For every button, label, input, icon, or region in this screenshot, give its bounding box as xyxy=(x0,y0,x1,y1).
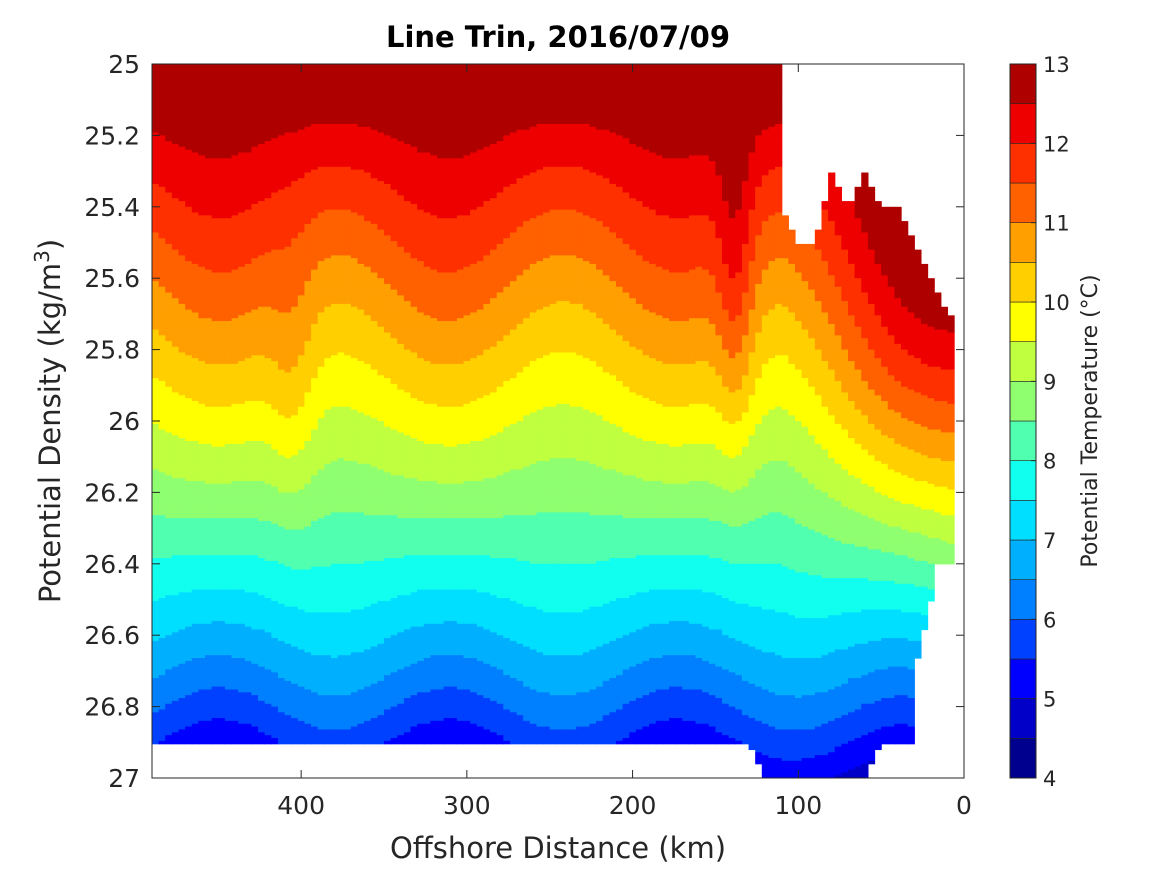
contour-cell xyxy=(159,741,166,744)
contour-cell xyxy=(179,741,186,744)
contour-cell xyxy=(251,741,258,744)
contour-cell xyxy=(278,741,285,744)
contour-cell xyxy=(198,741,205,744)
contour-cell xyxy=(192,741,199,744)
contour-cell xyxy=(265,741,272,744)
contour-cell xyxy=(152,741,159,744)
contour-cell xyxy=(238,741,245,744)
contour-cell xyxy=(225,741,232,744)
contour-cell xyxy=(172,741,179,744)
contour-cell xyxy=(165,741,172,744)
contour-cell xyxy=(185,741,192,744)
contour-cell xyxy=(258,741,265,744)
contour-cell xyxy=(271,741,278,744)
contour-cell xyxy=(212,741,219,744)
contour-cell xyxy=(232,741,239,744)
contour-cell xyxy=(205,741,212,744)
chart-title: Line Trin, 2016/07/09 xyxy=(386,20,730,54)
contour-cell xyxy=(245,741,252,744)
plot-area: 400 300 200 100 0 2525.225.425.625.82626.226… xyxy=(84,50,972,820)
contour-cell xyxy=(218,741,225,744)
